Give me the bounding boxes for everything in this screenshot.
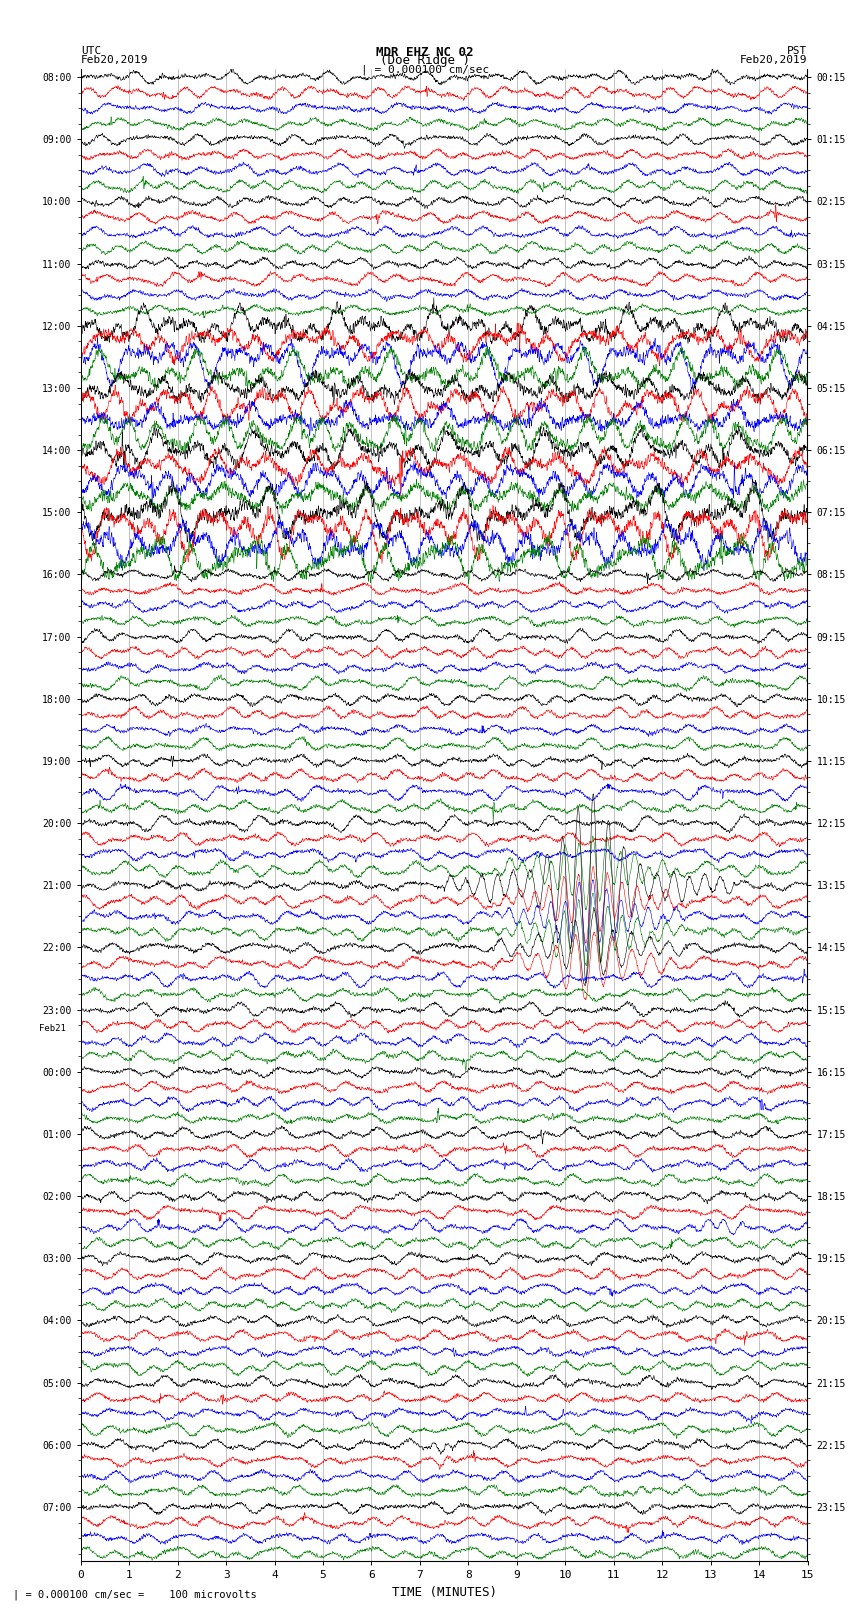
Text: Feb21: Feb21 [39,1024,66,1032]
Text: UTC: UTC [81,47,101,56]
Text: Feb20,2019: Feb20,2019 [740,55,808,65]
Text: PST: PST [787,47,808,56]
Text: | = 0.000100 cm/sec =    100 microvolts: | = 0.000100 cm/sec = 100 microvolts [13,1589,257,1600]
X-axis label: TIME (MINUTES): TIME (MINUTES) [392,1586,496,1598]
Text: Feb20,2019: Feb20,2019 [81,55,148,65]
Text: (Doe Ridge ): (Doe Ridge ) [380,53,470,66]
Text: | = 0.000100 cm/sec: | = 0.000100 cm/sec [361,65,489,74]
Text: MDR EHZ NC 02: MDR EHZ NC 02 [377,45,473,58]
